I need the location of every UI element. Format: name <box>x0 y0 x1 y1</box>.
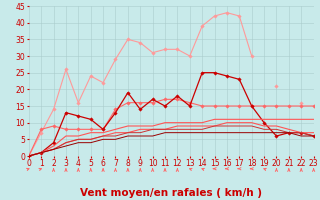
Text: Vent moyen/en rafales ( km/h ): Vent moyen/en rafales ( km/h ) <box>80 188 262 198</box>
